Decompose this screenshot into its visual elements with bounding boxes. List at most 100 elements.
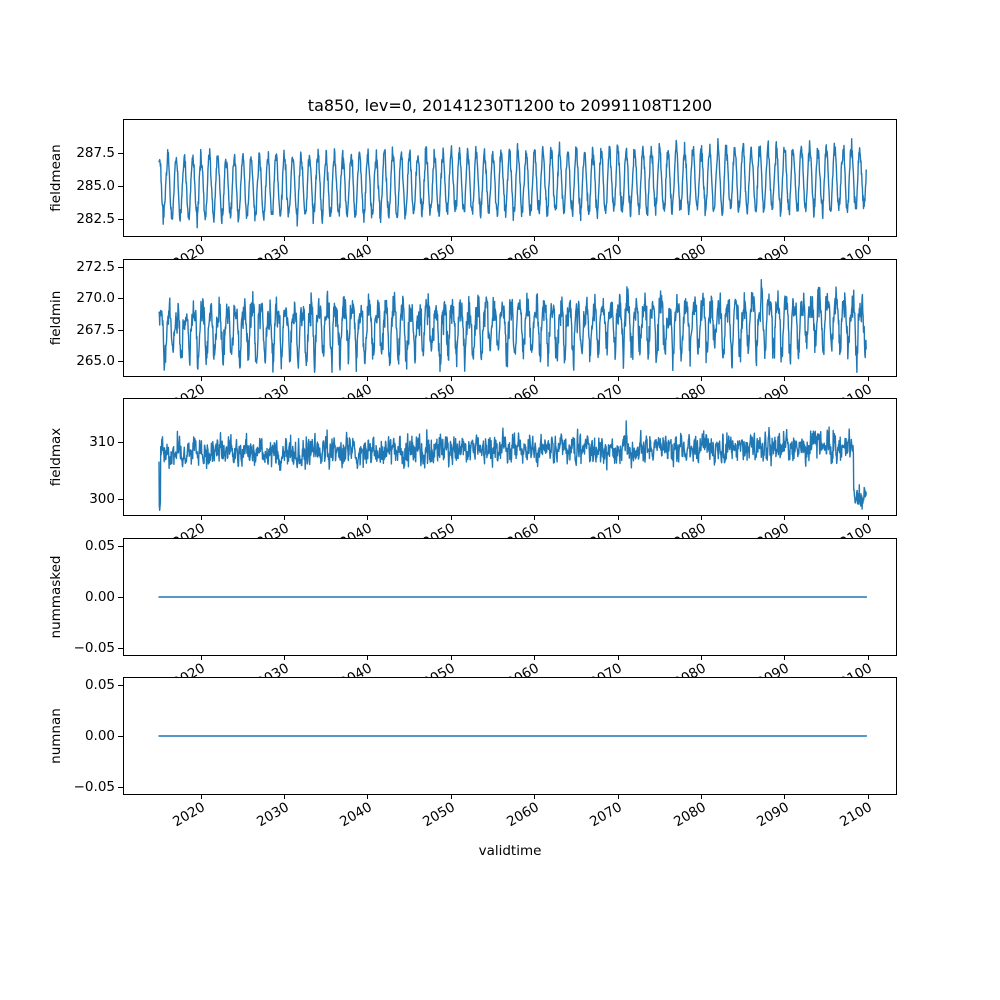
y-tick-label: 300 xyxy=(89,490,115,507)
subplot-fieldmin: fieldmin 272.5 270.0 267.5 265.0 2020 2030 204… xyxy=(48,259,897,412)
x-tick-mark xyxy=(534,794,536,799)
fieldmax-series-line xyxy=(158,420,867,512)
x-tick-mark xyxy=(200,515,202,520)
x-tick-label: 2070 xyxy=(587,799,625,831)
x-tick-mark xyxy=(617,794,619,799)
y-axis-title-numnan: numnan xyxy=(48,708,64,764)
x-tick-label: 2020 xyxy=(170,799,209,831)
y-tick-label: 0.00 xyxy=(84,728,115,744)
x-tick-mark xyxy=(200,236,202,241)
x-tick-mark xyxy=(200,794,202,799)
y-tick-label: 270.0 xyxy=(76,290,115,307)
x-tick-mark xyxy=(867,236,869,241)
y-axis-title-fieldmin: fieldmin xyxy=(48,290,64,346)
y-tick-label: 287.5 xyxy=(76,145,115,162)
x-tick-mark xyxy=(784,794,786,799)
x-tick-label: 2030 xyxy=(253,799,292,831)
x-tick-mark xyxy=(450,376,452,381)
x-tick-label: 2060 xyxy=(503,799,542,831)
y-tick-label: 265.0 xyxy=(76,353,115,369)
subplot-fieldmean: fieldmean 287.5 285.0 282.5 2020 2030 2040 205… xyxy=(48,119,897,272)
x-tick-mark xyxy=(617,515,619,520)
y-tick-label: 267.5 xyxy=(76,321,115,338)
x-tick-label: 2090 xyxy=(754,799,792,831)
nummasked-line-plot xyxy=(158,596,868,598)
x-tick-mark xyxy=(367,376,369,381)
x-tick-mark xyxy=(534,376,536,381)
y-tick-mark xyxy=(118,498,123,500)
numnan-line-plot xyxy=(158,735,868,737)
x-tick-mark xyxy=(617,376,619,381)
fieldmin-line-plot xyxy=(158,279,867,373)
x-tick-mark xyxy=(867,655,869,660)
x-tick-mark xyxy=(867,376,869,381)
subplot-numnan: numnan 0.05 0.00 −0.05 2020 2030 2040 2050 2060… xyxy=(48,677,897,830)
y-tick-mark xyxy=(118,361,123,362)
x-tick-mark xyxy=(784,376,786,381)
fieldmean-line-plot xyxy=(158,137,867,229)
x-tick-label: 2040 xyxy=(337,799,375,831)
subplot-nummasked: nummasked 0.05 0.00 −0.05 2020 2030 2040 2050 2… xyxy=(48,538,897,691)
y-tick-label: 285.0 xyxy=(76,178,115,195)
x-tick-mark xyxy=(450,515,452,520)
x-tick-mark xyxy=(617,655,619,660)
y-tick-mark xyxy=(118,442,123,444)
x-tick-mark xyxy=(284,655,286,660)
fieldmin-series-line xyxy=(158,279,867,373)
x-tick-mark xyxy=(450,236,452,241)
y-tick-label: −0.05 xyxy=(73,640,115,657)
figure-title: ta850, lev=0, 20141230T1200 to 20991108T… xyxy=(307,96,713,115)
x-tick-mark xyxy=(784,236,786,241)
y-tick-label: 0.05 xyxy=(84,676,115,693)
y-tick-mark xyxy=(118,153,123,155)
x-tick-mark xyxy=(700,376,702,381)
x-tick-mark xyxy=(450,655,452,660)
subplot-fieldmax: fieldmax 310 300 2020 2030 2040 2050 2060 2070 2… xyxy=(48,398,897,551)
y-tick-mark xyxy=(118,298,123,300)
x-tick-label: 2100 xyxy=(837,799,876,831)
y-tick-label: 310 xyxy=(89,434,115,451)
y-tick-mark xyxy=(118,219,123,220)
x-tick-label: 2050 xyxy=(420,799,459,831)
x-tick-mark xyxy=(534,236,536,241)
x-tick-mark xyxy=(284,794,286,799)
y-tick-mark xyxy=(118,266,123,268)
y-tick-label: 0.00 xyxy=(84,589,115,605)
y-tick-mark xyxy=(118,648,123,650)
x-tick-mark xyxy=(367,794,369,799)
y-tick-label: 0.05 xyxy=(84,537,115,554)
x-tick-mark xyxy=(534,515,536,520)
x-tick-mark xyxy=(284,236,286,241)
x-tick-label: 2080 xyxy=(670,799,709,831)
y-tick-label: 282.5 xyxy=(76,211,115,227)
y-tick-mark xyxy=(118,329,123,331)
x-tick-mark xyxy=(700,236,702,241)
x-tick-mark xyxy=(450,794,452,799)
x-tick-mark xyxy=(284,376,286,381)
y-axis-title-fieldmean: fieldmean xyxy=(48,144,64,212)
x-tick-mark xyxy=(534,655,536,660)
x-tick-mark xyxy=(867,515,869,520)
y-tick-mark xyxy=(118,684,123,686)
x-tick-mark xyxy=(700,515,702,520)
x-tick-mark xyxy=(784,515,786,520)
x-axis-title: validtime xyxy=(478,843,542,859)
fieldmean-series-line xyxy=(158,137,867,229)
x-tick-mark xyxy=(867,794,869,799)
x-tick-mark xyxy=(784,655,786,660)
y-tick-mark xyxy=(118,186,123,188)
y-axis-title-nummasked: nummasked xyxy=(48,555,64,639)
x-tick-mark xyxy=(200,376,202,381)
x-tick-mark xyxy=(367,236,369,241)
x-tick-mark xyxy=(700,655,702,660)
y-tick-mark xyxy=(118,545,123,547)
y-axis-title-fieldmax: fieldmax xyxy=(48,427,64,487)
y-tick-mark xyxy=(118,736,123,737)
x-tick-mark xyxy=(367,655,369,660)
x-tick-mark xyxy=(367,515,369,520)
y-tick-label: −0.05 xyxy=(73,779,115,796)
y-tick-mark xyxy=(118,787,123,789)
y-tick-mark xyxy=(118,597,123,598)
x-tick-mark xyxy=(284,515,286,520)
